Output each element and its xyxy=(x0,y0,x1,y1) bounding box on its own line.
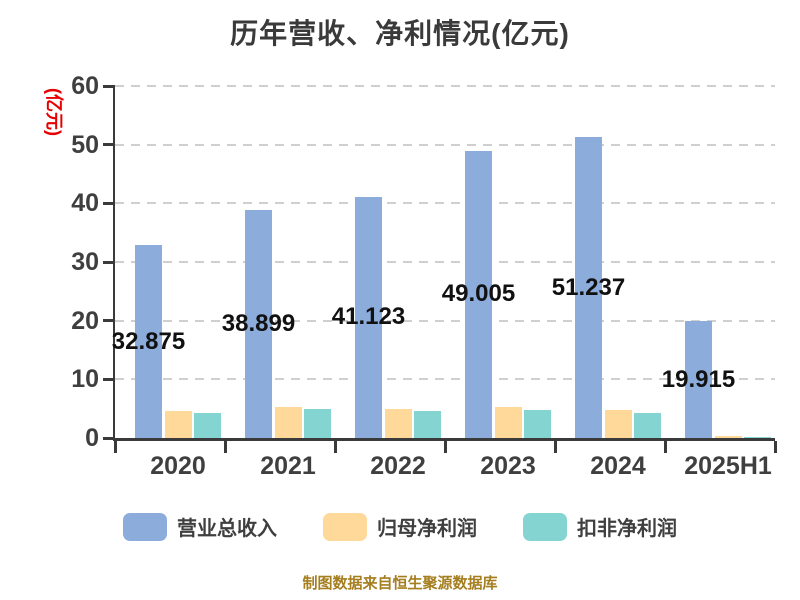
y-tick-label: 30 xyxy=(71,248,99,276)
legend-label-non-gaap-net-profit: 扣非净利润 xyxy=(577,518,677,540)
data-label: 32.875 xyxy=(111,327,186,355)
y-axis-tick xyxy=(103,201,115,205)
y-axis-tick xyxy=(103,143,115,147)
bar xyxy=(135,245,162,438)
data-source-caption: 制图数据来自恒生聚源数据库 xyxy=(302,575,498,592)
grid-line xyxy=(115,85,775,87)
y-tick-label: 0 xyxy=(85,424,99,452)
bar xyxy=(685,321,712,438)
y-axis-tick xyxy=(103,436,115,440)
bar xyxy=(355,196,382,438)
plot-area: 0 10 20 30 40 50 60 2020 2021 2022 2023 2024 2025H1 3… xyxy=(71,72,777,480)
bar xyxy=(714,435,742,438)
x-tick-label: 2022 xyxy=(370,452,426,480)
x-tick-label: 2020 xyxy=(150,452,206,480)
bar xyxy=(465,150,492,438)
bar xyxy=(274,406,302,438)
x-axis-tick xyxy=(553,440,557,453)
legend-item-net-profit: 归母净利润 xyxy=(323,512,477,541)
non-gaap-swatch-icon xyxy=(523,512,567,541)
bar xyxy=(634,412,661,438)
data-label: 51.237 xyxy=(551,273,626,301)
x-tick-label: 2021 xyxy=(260,452,316,480)
y-tick-label: 50 xyxy=(71,130,99,159)
revenue-swatch-icon xyxy=(123,512,167,541)
grid-line xyxy=(115,378,775,381)
y-tick-label: 20 xyxy=(71,306,99,335)
y-axis-line xyxy=(112,86,115,441)
bar xyxy=(414,411,441,438)
chart-title: 历年营收、净利情况(亿元) xyxy=(230,18,570,49)
legend: 营业总收入 归母净利润 扣非净利润 xyxy=(0,512,800,541)
x-tick-label: 2025H1 xyxy=(684,452,772,480)
x-axis-tick xyxy=(663,440,667,453)
grid-line xyxy=(115,143,775,146)
grid-line xyxy=(115,319,775,322)
y-tick-label: 40 xyxy=(71,189,99,218)
bar xyxy=(494,406,522,438)
x-axis-tick xyxy=(333,440,337,453)
net-profit-swatch-icon xyxy=(323,512,367,541)
y-tick-label: 60 xyxy=(71,72,99,100)
x-axis-tick xyxy=(223,440,227,453)
x-axis-tick xyxy=(113,440,117,453)
legend-item-non-gaap-net-profit: 扣非净利润 xyxy=(523,512,677,541)
legend-label-total-revenue: 营业总收入 xyxy=(177,518,277,540)
legend-label-net-profit: 归母净利润 xyxy=(377,518,477,540)
bar xyxy=(164,411,192,438)
x-axis-tick xyxy=(773,440,777,453)
y-axis-tick xyxy=(103,319,115,323)
x-axis-tick xyxy=(443,440,447,453)
bar xyxy=(524,409,551,438)
y-tick-label: 10 xyxy=(71,365,99,394)
bar xyxy=(744,436,771,438)
data-label: 41.123 xyxy=(331,303,406,331)
data-label: 38.899 xyxy=(221,309,296,337)
bar xyxy=(194,412,221,438)
bar xyxy=(245,209,272,438)
grid-line xyxy=(115,202,775,205)
x-tick-label: 2024 xyxy=(590,452,646,480)
data-label: 49.005 xyxy=(441,280,516,308)
legend-item-total-revenue: 营业总收入 xyxy=(123,512,277,541)
bar xyxy=(384,409,412,438)
x-axis-line xyxy=(112,438,775,441)
grid-line xyxy=(115,261,775,263)
bar xyxy=(604,410,632,438)
data-label: 19.915 xyxy=(661,365,736,393)
y-axis-tick xyxy=(103,260,115,264)
bar xyxy=(304,408,331,438)
y-axis-tick xyxy=(103,377,115,381)
bar xyxy=(575,137,602,438)
y-axis-tick xyxy=(103,84,115,88)
x-tick-label: 2023 xyxy=(480,452,536,480)
